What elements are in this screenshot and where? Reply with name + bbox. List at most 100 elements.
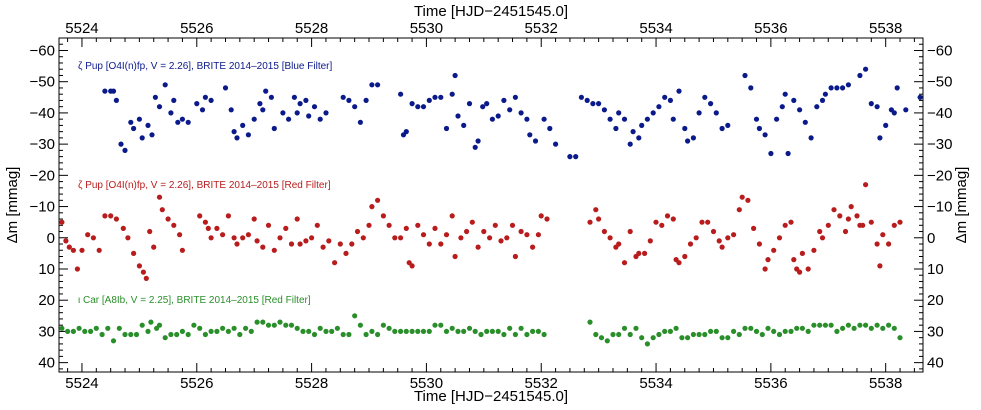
data-point-series-1	[309, 235, 315, 241]
y-tick-label-right: −10	[927, 199, 952, 216]
data-point-series-1	[765, 257, 771, 263]
y-tick-label-left: 10	[38, 261, 55, 278]
data-point-series-2	[329, 328, 335, 334]
y-tick-label-right: 0	[927, 230, 935, 247]
data-point-series-0	[834, 85, 840, 91]
y-tick-label-right: −50	[927, 74, 952, 91]
data-point-series-0	[294, 110, 300, 116]
data-point-series-1	[369, 204, 375, 210]
data-point-series-1	[288, 241, 295, 247]
data-point-series-0	[139, 135, 145, 141]
data-point-series-0	[438, 94, 444, 100]
data-point-series-1	[817, 228, 823, 235]
data-point-series-2	[633, 325, 639, 331]
data-point-series-0	[149, 132, 155, 138]
data-point-series-1	[854, 213, 860, 219]
data-point-series-2	[731, 328, 737, 334]
x-tick-label-bottom: 5532	[525, 375, 558, 392]
data-point-series-0	[667, 97, 674, 103]
data-point-series-1	[314, 222, 320, 228]
x-tick-label-top: 5534	[639, 20, 672, 37]
data-point-series-1	[880, 232, 886, 238]
data-point-series-1	[452, 253, 458, 260]
data-point-series-1	[530, 244, 536, 250]
data-point-series-1	[294, 216, 300, 222]
data-point-series-2	[110, 338, 117, 344]
data-point-series-1	[240, 235, 246, 241]
data-point-series-0	[185, 119, 191, 125]
data-point-series-1	[682, 253, 688, 260]
axis-ticks	[59, 37, 923, 372]
y-tick-label-left: −20	[30, 167, 55, 184]
data-point-series-1	[337, 241, 343, 247]
data-point-series-2	[277, 319, 283, 325]
data-point-series-1	[596, 216, 602, 222]
data-point-series-2	[662, 328, 668, 334]
data-point-series-1	[487, 235, 493, 241]
data-point-series-1	[481, 228, 487, 235]
plot-frame	[58, 37, 924, 373]
data-point-series-2	[208, 328, 214, 334]
data-point-series-1	[831, 207, 837, 213]
data-point-series-2	[283, 322, 289, 328]
data-point-series-0	[472, 144, 478, 150]
data-point-series-0	[222, 85, 229, 91]
data-point-series-0	[903, 107, 909, 113]
data-point-series-0	[524, 116, 530, 122]
right-y-axis-title: Δm [mmag]	[953, 167, 970, 244]
blue-filter-series-label: ζ Pup [O4I(n)fp, V = 2.26], BRITE 2014–2…	[78, 61, 332, 72]
data-point-series-0	[118, 141, 124, 147]
y-tick-label-right: 30	[927, 323, 944, 340]
data-point-series-2	[185, 331, 191, 338]
data-point-series-1	[283, 225, 289, 231]
data-point-series-0	[828, 85, 834, 91]
data-point-series-2	[231, 325, 237, 331]
data-point-series-0	[420, 104, 427, 110]
data-point-series-0	[578, 94, 585, 100]
data-point-series-1	[762, 266, 768, 272]
data-point-series-2	[323, 328, 329, 334]
data-point-series-2	[426, 328, 432, 334]
data-point-series-1	[891, 222, 897, 228]
data-point-series-0	[894, 85, 900, 91]
data-point-series-1	[108, 213, 114, 219]
x-tick-label-bottom: 5536	[754, 375, 787, 392]
data-point-series-2	[357, 322, 363, 328]
data-point-series-0	[426, 97, 432, 103]
data-point-series-1	[79, 247, 85, 253]
data-point-series-2	[398, 328, 404, 334]
iota-car-series-label: ι Car [A8Ib, V = 2.25], BRITE 2014–2015 …	[78, 295, 311, 306]
data-point-series-1	[811, 247, 817, 253]
data-point-series-2	[753, 328, 760, 334]
data-point-series-0	[696, 110, 702, 116]
data-point-series-2	[501, 331, 507, 338]
data-point-series-0	[541, 116, 547, 122]
data-point-series-1	[63, 238, 69, 244]
data-point-series-1	[120, 225, 126, 231]
data-point-series-2	[254, 319, 260, 325]
data-point-series-0	[547, 125, 553, 132]
data-point-series-0	[762, 132, 768, 138]
x-tick-label-bottom: 5530	[410, 375, 443, 392]
data-point-series-2	[260, 319, 266, 325]
data-point-series-0	[461, 122, 467, 128]
data-point-series-0	[596, 101, 602, 107]
data-point-series-0	[891, 110, 897, 116]
data-point-series-0	[280, 110, 286, 116]
data-point-series-1	[59, 219, 65, 225]
data-point-series-2	[834, 328, 840, 334]
data-point-series-2	[88, 328, 94, 334]
data-point-series-0	[432, 94, 438, 100]
data-point-series-1	[687, 241, 694, 247]
data-point-series-0	[128, 119, 134, 125]
data-point-series-2	[616, 331, 622, 338]
data-point-series-2	[403, 328, 409, 334]
data-point-series-1	[710, 228, 717, 235]
data-point-series-0	[590, 101, 596, 107]
y-tick-label-right: −30	[927, 136, 952, 153]
data-point-series-0	[814, 104, 820, 110]
data-point-series-0	[357, 119, 363, 125]
x-tick-label-top: 5532	[525, 20, 558, 37]
data-point-series-2	[742, 325, 748, 331]
data-point-series-2	[191, 322, 197, 328]
